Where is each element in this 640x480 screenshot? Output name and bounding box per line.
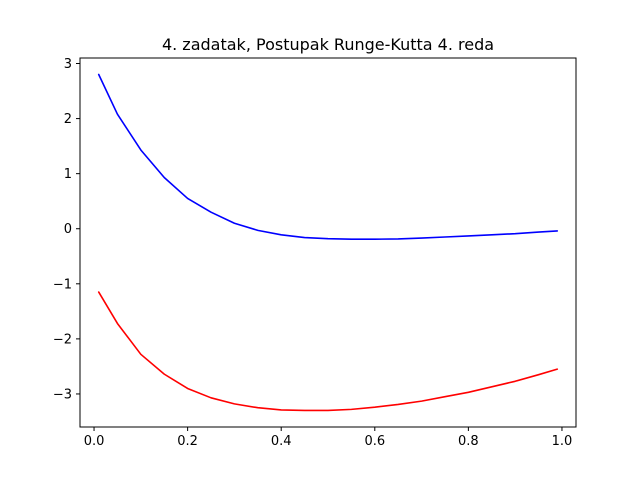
x-tick-label: 0.0 xyxy=(84,434,105,449)
y-tick-label: 2 xyxy=(64,112,72,127)
y-tick-label: −1 xyxy=(53,277,72,292)
x-tick-label: 0.4 xyxy=(271,434,292,449)
y-tick-label: 1 xyxy=(64,167,72,182)
series-line-red xyxy=(97,291,559,412)
x-tick-label: 0.2 xyxy=(177,434,198,449)
y-tick-label: −2 xyxy=(53,332,72,347)
x-tick-label: 0.8 xyxy=(458,434,479,449)
plot-frame xyxy=(79,57,577,428)
y-tick-label: −3 xyxy=(53,387,72,402)
y-tick-label: 0 xyxy=(64,222,72,237)
plot-lines xyxy=(97,73,559,412)
x-axis: 0.0 0.2 0.4 0.6 0.8 1.0 xyxy=(84,427,573,449)
series-line-blue xyxy=(97,73,559,240)
x-tick-label: 0.6 xyxy=(364,434,385,449)
y-tick-label: 3 xyxy=(64,57,72,72)
x-tick-label: 1.0 xyxy=(552,434,573,449)
chart-title: 4. zadatak, Postupak Runge-Kutta 4. reda xyxy=(162,35,494,54)
y-axis: −3 −2 −1 0 1 2 3 xyxy=(53,57,80,402)
